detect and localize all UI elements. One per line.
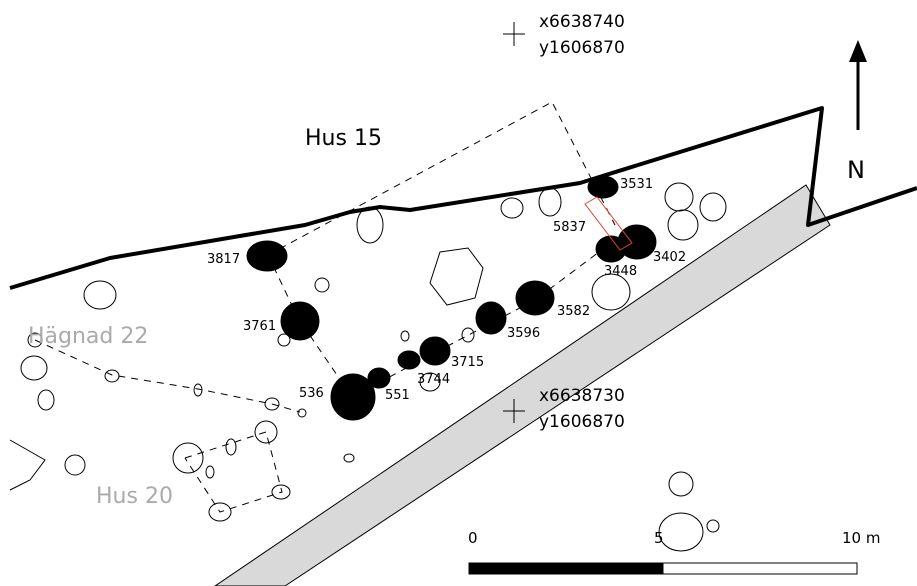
house-20-outline <box>184 431 283 513</box>
posthole-3596 <box>475 301 507 335</box>
stone <box>667 209 699 241</box>
stone <box>193 383 203 397</box>
label-5837: 5837 <box>553 220 586 235</box>
excavation-boundary <box>9 106 917 290</box>
stone <box>500 197 524 219</box>
posthole-3761 <box>280 301 320 341</box>
stone <box>208 502 232 522</box>
stone <box>699 192 727 222</box>
stone <box>591 273 631 311</box>
stone <box>419 372 441 392</box>
stone <box>104 369 120 383</box>
stone <box>264 397 280 411</box>
label-3744: 3744 <box>417 372 450 387</box>
posthole-3817 <box>246 240 288 272</box>
label-3715: 3715 <box>451 355 484 370</box>
stone <box>254 420 278 444</box>
posthole-3531 <box>587 175 619 199</box>
stone <box>225 438 237 456</box>
posthole-551 <box>367 367 391 389</box>
north-label: N <box>847 156 865 184</box>
crosshair-icon <box>503 399 525 423</box>
stone <box>271 484 291 500</box>
label-3448: 3448 <box>604 264 637 279</box>
coord-1-y: y1606870 <box>539 38 625 58</box>
posthole-3715 <box>419 336 451 366</box>
stone <box>343 453 355 463</box>
stone <box>297 408 307 418</box>
stone <box>538 187 562 217</box>
stone <box>64 454 86 476</box>
feature-5837-outline <box>584 196 633 251</box>
label-3402: 3402 <box>653 250 686 265</box>
label-3596: 3596 <box>507 326 540 341</box>
label-551: 551 <box>385 388 410 403</box>
stone <box>400 330 410 342</box>
enclosure-22-label: Hägnad 22 <box>28 324 148 349</box>
coord-1-x: x6638740 <box>539 12 625 32</box>
posthole-3744 <box>397 350 421 370</box>
posthole-3402 <box>617 224 657 260</box>
stone <box>83 280 117 310</box>
stone <box>205 465 215 479</box>
stone <box>37 389 55 411</box>
stone <box>706 519 720 533</box>
postholes <box>246 175 657 421</box>
stone <box>27 332 43 348</box>
scale-bar <box>468 562 858 575</box>
stone <box>314 277 330 293</box>
label-3761: 3761 <box>243 319 276 334</box>
house-15-outline <box>267 101 616 256</box>
stones <box>9 182 727 552</box>
scale-label-5: 5 <box>654 529 664 547</box>
scale-label-10: 10 m <box>842 529 880 547</box>
label-3531: 3531 <box>620 177 653 192</box>
coord-2-x: x6638730 <box>539 386 625 406</box>
crosshair-icon <box>503 22 525 46</box>
stone <box>172 442 204 474</box>
stone <box>277 333 291 347</box>
stone <box>461 327 475 343</box>
coord-2-y: y1606870 <box>539 412 625 432</box>
stone <box>9 439 46 491</box>
house-15-label: Hus 15 <box>305 126 382 151</box>
stone <box>664 182 694 212</box>
scale-label-0: 0 <box>468 529 478 547</box>
posthole-536 <box>330 373 376 421</box>
north-arrow-icon <box>849 40 867 130</box>
stone <box>20 355 48 381</box>
stone <box>658 512 704 552</box>
house-20-label: Hus 20 <box>96 484 173 509</box>
trench-band <box>214 184 831 586</box>
label-3582: 3582 <box>557 304 590 319</box>
stone <box>429 247 484 306</box>
label-536: 536 <box>299 386 324 401</box>
stone <box>668 471 694 497</box>
stone <box>356 206 384 244</box>
label-3817: 3817 <box>207 252 240 267</box>
posthole-3582 <box>515 280 555 316</box>
enclosure-22-outline <box>34 339 301 413</box>
